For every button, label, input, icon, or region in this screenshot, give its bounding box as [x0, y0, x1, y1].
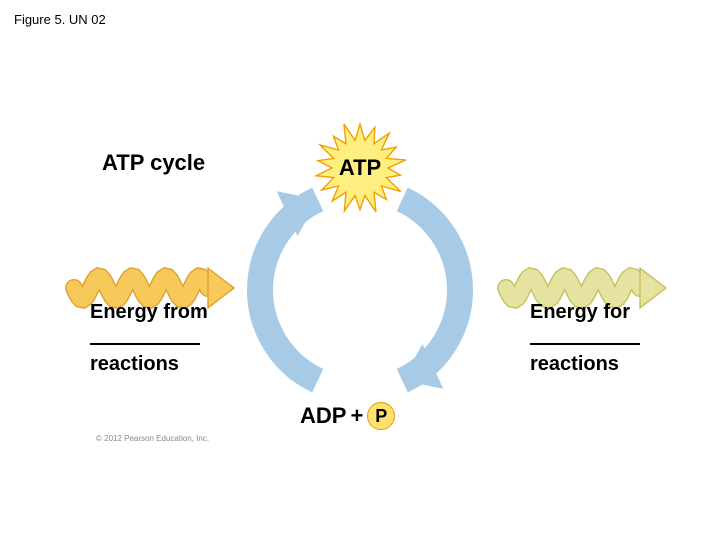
energy-for-line1: Energy for	[530, 301, 630, 323]
plus-text: +	[350, 403, 363, 429]
diagram-stage: Figure 5. UN 02 ATP cycle ATP Energy fro…	[0, 0, 720, 540]
energy-from-blank	[90, 325, 200, 345]
atp-label: ATP	[339, 155, 381, 181]
energy-for-line3: reactions	[530, 353, 619, 375]
adp-text: ADP	[300, 403, 346, 429]
energy-from-line1: Energy from	[90, 301, 208, 323]
phosphate-icon: P	[367, 402, 395, 430]
energy-for-blank	[530, 325, 640, 345]
energy-from-line3: reactions	[90, 353, 179, 375]
copyright-text: © 2012 Pearson Education, Inc.	[96, 434, 209, 443]
energy-from-text: Energy from reactions	[90, 300, 208, 377]
energy-for-text: Energy for reactions	[530, 300, 640, 377]
adp-plus-p-label: ADP + P	[300, 402, 395, 430]
